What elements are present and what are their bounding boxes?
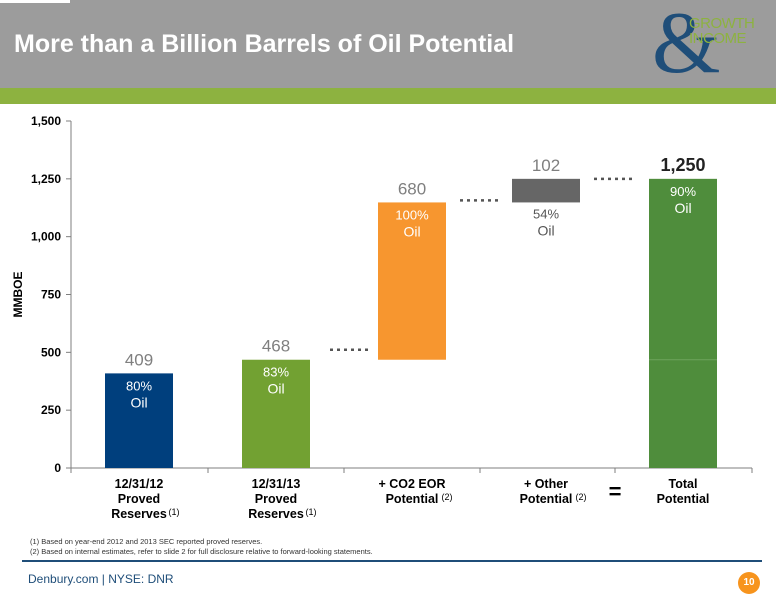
y-tick-label: 1,000: [31, 230, 61, 244]
oil-percent-label: 83%: [263, 365, 289, 380]
y-tick-label: 500: [41, 345, 61, 359]
category-label: + CO2 EOR: [378, 477, 445, 491]
page-title: More than a Billion Barrels of Oil Poten…: [14, 30, 515, 58]
category-label: + Other: [524, 477, 568, 491]
footnotes: (1) Based on year-end 2012 and 2013 SEC …: [30, 537, 373, 557]
footer-rule: [22, 560, 762, 562]
value-label: 102: [532, 156, 560, 175]
y-tick-label: 1,500: [31, 114, 61, 128]
category-label: 12/31/13: [252, 477, 301, 491]
oil-word-label: Oil: [267, 381, 284, 397]
category-label: Reserves: [111, 507, 167, 521]
value-label: 468: [262, 337, 290, 356]
category-label: Potential: [520, 492, 573, 506]
value-label: 409: [125, 350, 153, 369]
category-label: Potential: [657, 492, 710, 506]
logo-text: GROWTH INCOME: [689, 15, 755, 47]
footer-text: Denbury.com | NYSE: DNR: [28, 572, 174, 586]
y-axis-label: MMBOE: [11, 272, 25, 318]
y-tick-label: 1,250: [31, 172, 61, 186]
category-label: Total: [669, 477, 698, 491]
footnote-2: (2) Based on internal estimates, refer t…: [30, 547, 373, 556]
category-label: 12/31/12: [115, 477, 164, 491]
ampersand-logo-mark: &: [652, 0, 721, 92]
equals-sign: =: [609, 479, 622, 504]
category-label: Proved: [255, 492, 297, 506]
category-label: Proved: [118, 492, 160, 506]
logo-line-1: GROWTH: [689, 15, 755, 32]
header-tab: [0, 0, 70, 3]
y-tick-label: 750: [41, 288, 61, 302]
accent-band: [0, 88, 776, 104]
category-label: Reserves: [248, 507, 304, 521]
y-tick-label: 250: [41, 403, 61, 417]
waterfall-chart: 02505007501,0001,2501,500MMBOE40980%Oil1…: [11, 114, 753, 521]
oil-word-label: Oil: [403, 223, 420, 239]
value-label: 1,250: [660, 155, 705, 175]
value-label: 680: [398, 179, 426, 198]
oil-percent-label: 54%: [533, 206, 559, 221]
y-tick-label: 0: [54, 461, 61, 475]
category-footnote-marker: (2): [576, 492, 587, 502]
bar-2: [242, 359, 310, 468]
bar-5: [649, 178, 717, 468]
oil-percent-label: 80%: [126, 378, 152, 393]
logo-line-2: INCOME: [689, 30, 747, 47]
oil-percent-label: 90%: [670, 184, 696, 199]
footnote-1: (1) Based on year-end 2012 and 2013 SEC …: [30, 537, 263, 546]
oil-word-label: Oil: [130, 394, 147, 410]
category-footnote-marker: (1): [306, 507, 317, 517]
bar-1: [105, 373, 173, 468]
oil-word-label: Oil: [674, 200, 691, 216]
category-footnote-marker: (1): [169, 507, 180, 517]
oil-percent-label: 100%: [395, 207, 429, 222]
page-number-badge: 10: [738, 572, 760, 594]
growth-income-logo: & GROWTH INCOME: [652, 0, 776, 90]
bar-4: [512, 178, 580, 203]
category-label: Potential: [386, 492, 439, 506]
oil-word-label: Oil: [537, 222, 554, 238]
category-footnote-marker: (2): [442, 492, 453, 502]
header-bar: More than a Billion Barrels of Oil Poten…: [0, 0, 776, 88]
bar-3: [378, 202, 446, 360]
